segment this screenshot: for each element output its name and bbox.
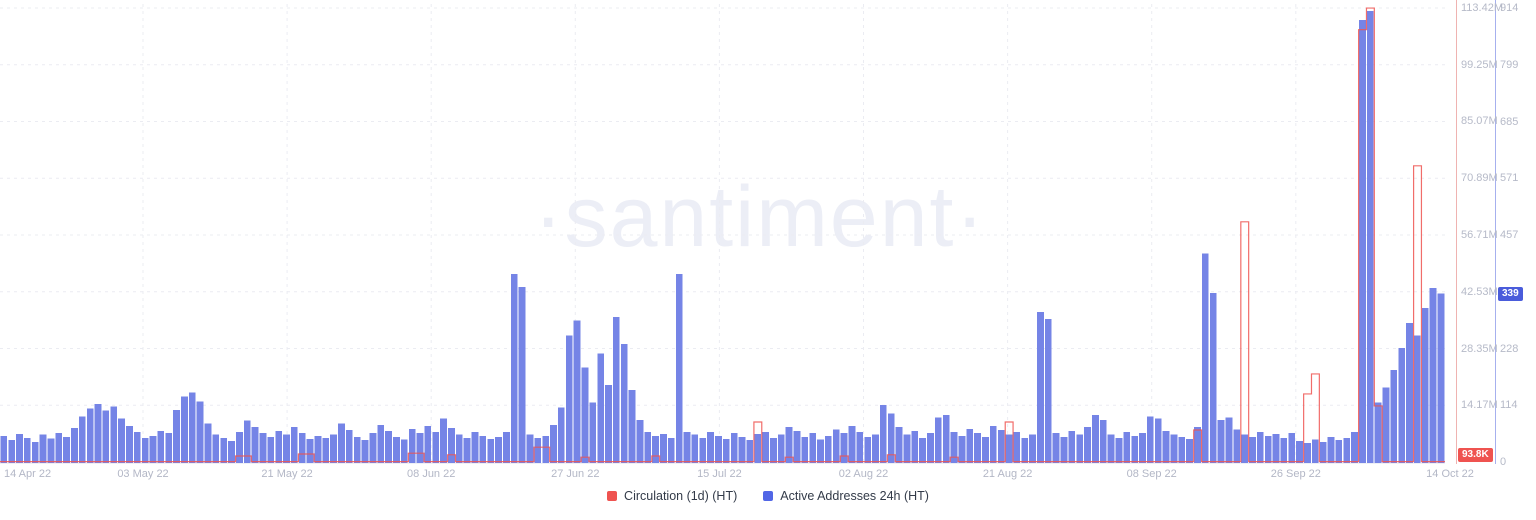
addresses-axis-line bbox=[1495, 0, 1496, 464]
x-axis-tick-label: 08 Sep 22 bbox=[1126, 468, 1177, 480]
circulation-axis-tick: 28.35M bbox=[1461, 342, 1498, 355]
addresses-last-value-badge: 339 bbox=[1498, 286, 1523, 301]
addresses-axis-tick: 685 bbox=[1500, 115, 1519, 128]
x-axis-tick-label: 26 Sep 22 bbox=[1270, 468, 1321, 480]
x-axis-tick-label: 02 Aug 22 bbox=[838, 468, 889, 480]
addresses-axis-tick: 914 bbox=[1500, 2, 1519, 14]
legend-label-circulation: Circulation (1d) (HT) bbox=[624, 489, 738, 503]
circulation-axis-tick: 113.42M bbox=[1461, 2, 1503, 14]
santiment-watermark: ·santiment· bbox=[533, 169, 987, 265]
legend-item-active-addresses[interactable]: Active Addresses 24h (HT) bbox=[763, 489, 929, 503]
addresses-axis-tick: 457 bbox=[1500, 229, 1519, 241]
circulation-last-value-badge: 93.8K bbox=[1458, 448, 1493, 462]
x-axis-tick-label: 14 Oct 22 bbox=[1426, 468, 1474, 480]
circulation-axis-tick: 99.25M bbox=[1461, 58, 1498, 71]
addresses-axis-tick: 0 bbox=[1500, 456, 1507, 468]
x-axis-tick-label: 21 Aug 22 bbox=[982, 468, 1033, 480]
x-axis-tick-label: 15 Jul 22 bbox=[697, 468, 742, 480]
addresses-axis-tick: 228 bbox=[1500, 342, 1519, 355]
circulation-axis-tick: 56.71M bbox=[1461, 229, 1498, 241]
legend-item-circulation[interactable]: Circulation (1d) (HT) bbox=[607, 489, 737, 503]
x-axis-tick-label: 21 May 22 bbox=[261, 468, 313, 480]
circulation-axis-tick: 85.07M bbox=[1461, 115, 1498, 128]
addresses-axis-tick: 114 bbox=[1500, 399, 1518, 412]
circulation-axis-tick: 14.17M bbox=[1461, 399, 1498, 412]
x-axis-tick-label: 08 Jun 22 bbox=[407, 468, 456, 480]
x-axis-tick-label: 27 Jun 22 bbox=[551, 468, 600, 480]
x-axis-tick-label: 14 Apr 22 bbox=[4, 468, 52, 480]
addresses-axis-tick: 799 bbox=[1500, 59, 1519, 72]
chart-legend: Circulation (1d) (HT) Active Addresses 2… bbox=[0, 489, 1536, 503]
addresses-axis-tick: 571 bbox=[1500, 172, 1519, 185]
chart-plot-area[interactable] bbox=[0, 0, 1445, 464]
circulation-swatch-icon bbox=[607, 491, 618, 501]
x-axis-line bbox=[0, 463, 1445, 464]
addresses-swatch-icon bbox=[763, 491, 774, 501]
legend-label-active-addresses: Active Addresses 24h (HT) bbox=[780, 489, 929, 503]
circulation-axis-tick: 42.53M bbox=[1461, 285, 1498, 298]
x-axis-tick-label: 03 May 22 bbox=[117, 468, 169, 480]
circulation-axis-tick: 70.89M bbox=[1461, 172, 1498, 185]
circulation-axis-line bbox=[1456, 0, 1457, 464]
